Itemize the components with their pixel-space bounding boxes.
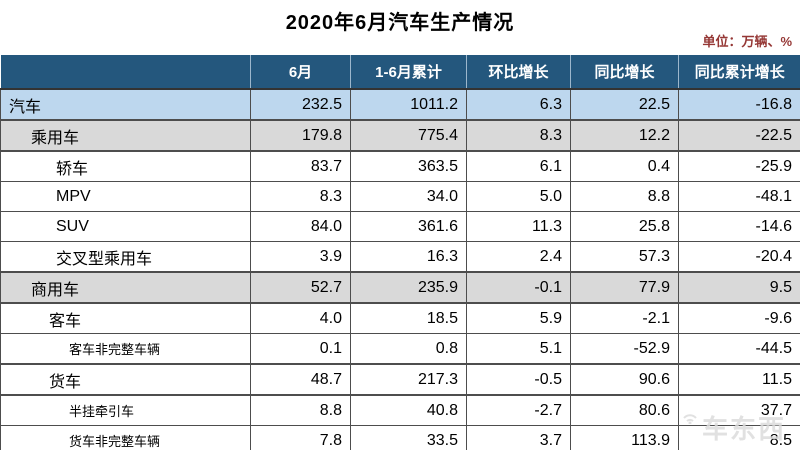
- value-cell: 90.6: [570, 363, 679, 396]
- value-cell: 0.8: [350, 333, 467, 365]
- value-cell: -16.8: [678, 88, 800, 121]
- value-cell: 57.3: [570, 241, 679, 273]
- value-cell: 4.0: [250, 302, 351, 334]
- value-cell: -0.1: [466, 271, 571, 304]
- row-label: 交叉型乘用车: [0, 241, 251, 273]
- value-cell: -14.6: [678, 211, 800, 242]
- row-truck: 货车 48.7 217.3 -0.5 90.6 11.5: [0, 363, 800, 396]
- value-cell: 9.5: [678, 271, 800, 304]
- column-header-june: 6月: [250, 55, 351, 90]
- value-cell: 12.2: [570, 119, 679, 152]
- value-cell: 217.3: [350, 363, 467, 396]
- row-bus-incomplete: 客车非完整车辆 0.1 0.8 5.1 -52.9 -44.5: [0, 333, 800, 365]
- value-cell: -25.9: [678, 150, 800, 182]
- row-label: MPV: [0, 181, 251, 212]
- row-bus: 客车 4.0 18.5 5.9 -2.1 -9.6: [0, 302, 800, 334]
- row-label: 汽车: [0, 88, 251, 121]
- value-cell: 8.8: [570, 181, 679, 212]
- value-cell: 5.1: [466, 333, 571, 365]
- row-semi-trailer: 半挂牵引车 8.8 40.8 -2.7 80.6 37.7: [0, 394, 800, 426]
- row-label: 客车非完整车辆: [0, 333, 251, 365]
- value-cell: 77.9: [570, 271, 679, 304]
- column-header-ytd: 1-6月累计: [350, 55, 467, 90]
- row-mpv: MPV 8.3 34.0 5.0 8.8 -48.1: [0, 181, 800, 212]
- value-cell: 1011.2: [350, 88, 467, 121]
- value-cell: 11.3: [466, 211, 571, 242]
- value-cell: 8.8: [250, 394, 351, 426]
- value-cell: 775.4: [350, 119, 467, 152]
- production-table: 6月 1-6月累计 环比增长 同比增长 同比累计增长 汽车 232.5 1011…: [0, 55, 800, 450]
- value-cell: 5.0: [466, 181, 571, 212]
- value-cell: 48.7: [250, 363, 351, 396]
- value-cell: -52.9: [570, 333, 679, 365]
- value-cell: 3.9: [250, 241, 351, 273]
- row-label: 轿车: [0, 150, 251, 182]
- column-header-yoy-growth: 同比增长: [570, 55, 679, 90]
- unit-note: 单位：万辆、%: [702, 34, 792, 49]
- header-row: 6月 1-6月累计 环比增长 同比增长 同比累计增长: [0, 55, 800, 90]
- value-cell: 179.8: [250, 119, 351, 152]
- value-cell: -2.7: [466, 394, 571, 426]
- row-passenger-cars: 乘用车 179.8 775.4 8.3 12.2 -22.5: [0, 119, 800, 152]
- value-cell: 0.4: [570, 150, 679, 182]
- value-cell: 6.1: [466, 150, 571, 182]
- value-cell: 40.8: [350, 394, 467, 426]
- value-cell: 33.5: [350, 425, 467, 450]
- row-label: 半挂牵引车: [0, 394, 251, 426]
- value-cell: -22.5: [678, 119, 800, 152]
- value-cell: 34.0: [350, 181, 467, 212]
- row-auto-total: 汽车 232.5 1011.2 6.3 22.5 -16.8: [0, 88, 800, 121]
- row-label: 货车: [0, 363, 251, 396]
- value-cell: -9.6: [678, 302, 800, 334]
- value-cell: 363.5: [350, 150, 467, 182]
- column-header-yoy-cum-growth: 同比累计增长: [678, 55, 800, 90]
- value-cell: 2.4: [466, 241, 571, 273]
- row-commercial-vehicles: 商用车 52.7 235.9 -0.1 77.9 9.5: [0, 271, 800, 304]
- value-cell: 7.8: [250, 425, 351, 450]
- value-cell: 16.3: [350, 241, 467, 273]
- value-cell: -44.5: [678, 333, 800, 365]
- row-truck-incomplete: 货车非完整车辆 7.8 33.5 3.7 113.9 8.5: [0, 425, 800, 450]
- value-cell: 0.1: [250, 333, 351, 365]
- value-cell: 3.7: [466, 425, 571, 450]
- value-cell: 80.6: [570, 394, 679, 426]
- value-cell: 52.7: [250, 271, 351, 304]
- value-cell: 18.5: [350, 302, 467, 334]
- row-label: 乘用车: [0, 119, 251, 152]
- value-cell: -2.1: [570, 302, 679, 334]
- page-title: 2020年6月汽车生产情况: [285, 12, 515, 34]
- value-cell: 83.7: [250, 150, 351, 182]
- value-cell: 11.5: [678, 363, 800, 396]
- value-cell: 8.3: [250, 181, 351, 212]
- value-cell: -48.1: [678, 181, 800, 212]
- row-sedan: 轿车 83.7 363.5 6.1 0.4 -25.9: [0, 150, 800, 182]
- value-cell: 84.0: [250, 211, 351, 242]
- value-cell: 8.3: [466, 119, 571, 152]
- value-cell: 113.9: [570, 425, 679, 450]
- row-label: 商用车: [0, 271, 251, 304]
- value-cell: 37.7: [678, 394, 800, 426]
- row-label: SUV: [0, 211, 251, 242]
- value-cell: 235.9: [350, 271, 467, 304]
- value-cell: -0.5: [466, 363, 571, 396]
- value-cell: 361.6: [350, 211, 467, 242]
- value-cell: 8.5: [678, 425, 800, 450]
- row-suv: SUV 84.0 361.6 11.3 25.8 -14.6: [0, 211, 800, 242]
- value-cell: -20.4: [678, 241, 800, 273]
- value-cell: 232.5: [250, 88, 351, 121]
- value-cell: 6.3: [466, 88, 571, 121]
- value-cell: 5.9: [466, 302, 571, 334]
- row-label: 货车非完整车辆: [0, 425, 251, 450]
- column-header-blank: [0, 55, 251, 90]
- row-crossover: 交叉型乘用车 3.9 16.3 2.4 57.3 -20.4: [0, 241, 800, 273]
- value-cell: 25.8: [570, 211, 679, 242]
- column-header-mom-growth: 环比增长: [466, 55, 571, 90]
- value-cell: 22.5: [570, 88, 679, 121]
- row-label: 客车: [0, 302, 251, 334]
